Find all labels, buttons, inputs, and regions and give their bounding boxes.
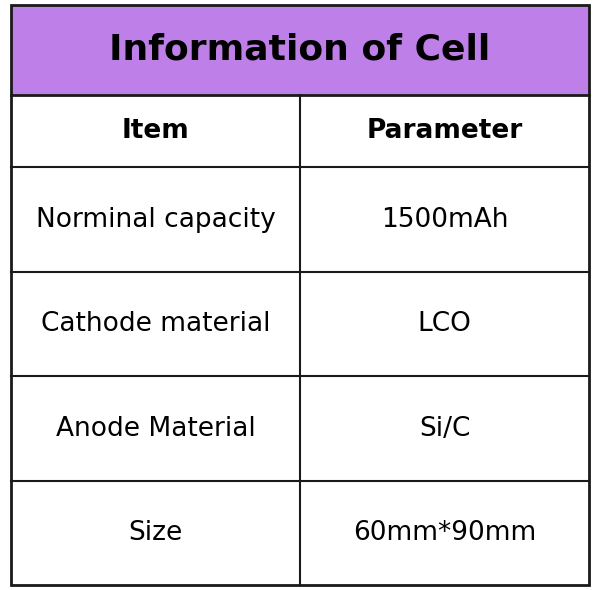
Text: Cathode material: Cathode material: [41, 311, 270, 337]
Text: 1500mAh: 1500mAh: [381, 206, 508, 232]
Text: 60mm*90mm: 60mm*90mm: [353, 520, 536, 546]
Bar: [11, 168, 589, 272]
Text: Size: Size: [128, 520, 182, 546]
Bar: [11, 5, 589, 95]
Text: Anode Material: Anode Material: [56, 415, 255, 441]
Bar: [11, 95, 589, 168]
Text: Parameter: Parameter: [367, 118, 523, 144]
Text: Norminal capacity: Norminal capacity: [35, 206, 275, 232]
Bar: [11, 376, 589, 481]
Text: Information of Cell: Information of Cell: [109, 32, 491, 67]
Text: Si/C: Si/C: [419, 415, 470, 441]
Bar: [11, 481, 589, 585]
Text: LCO: LCO: [418, 311, 472, 337]
Bar: [11, 272, 589, 376]
Text: Item: Item: [122, 118, 189, 144]
